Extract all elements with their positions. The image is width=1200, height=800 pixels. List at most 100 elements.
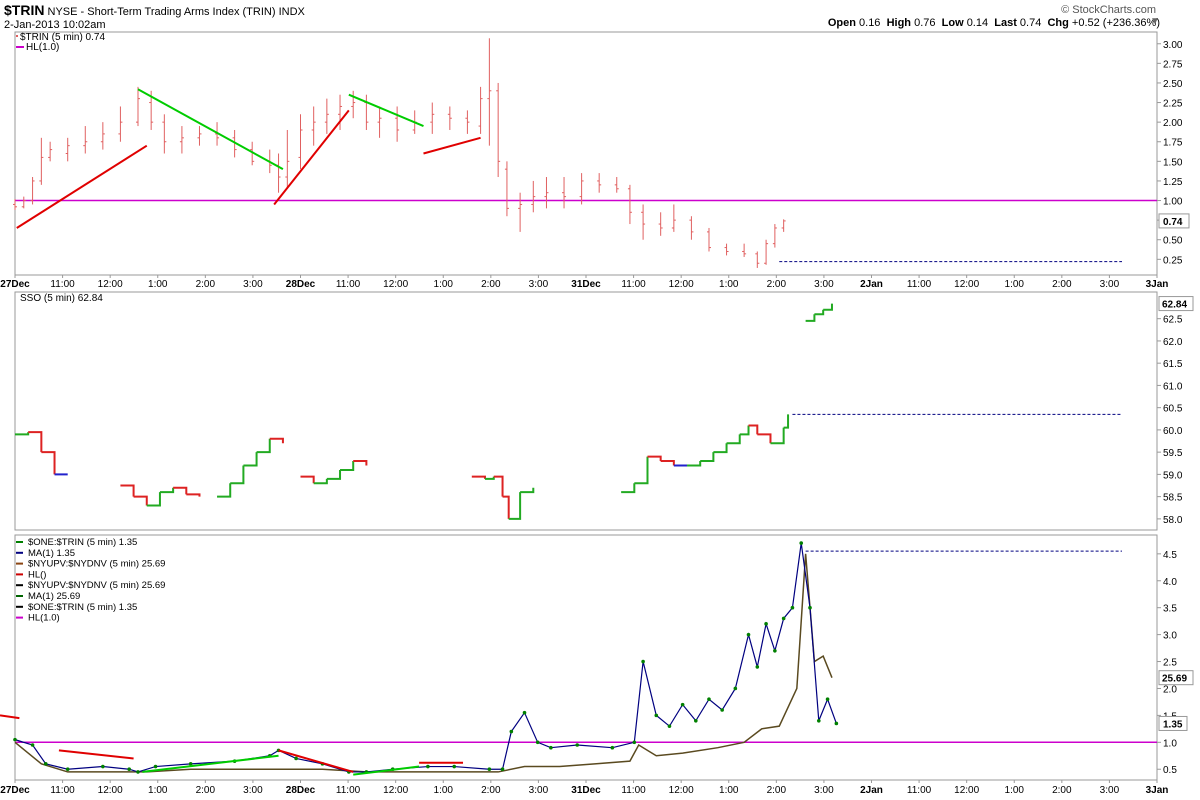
panel-bottom: 0.51.01.52.02.53.03.54.04.5	[14, 534, 1177, 781]
sso-step	[471, 475, 486, 479]
y-tick-label: 2.0	[1163, 684, 1177, 695]
legend-swatch	[16, 595, 23, 597]
sso-step	[159, 487, 175, 494]
ohlc-bar	[742, 243, 747, 257]
y-tick-label: 62.0	[1163, 337, 1183, 348]
panel-frame	[14, 31, 1158, 276]
ohlc-bar	[21, 196, 26, 209]
sso-legend: SSO (5 min) 62.84	[20, 293, 103, 304]
series-point	[136, 770, 140, 774]
ohlc-bar	[641, 204, 646, 240]
y-tick-label: 61.5	[1163, 359, 1183, 370]
series-point	[707, 697, 711, 702]
ohlc-bar	[531, 180, 536, 213]
x-tick-label: 11:00	[907, 279, 932, 290]
series-point	[667, 724, 672, 728]
sso-step	[230, 465, 245, 485]
sso-step	[687, 461, 702, 467]
sso-step	[805, 314, 816, 322]
ohlc-bar	[658, 212, 663, 236]
last-value-box	[1158, 715, 1188, 731]
last-value-label: 62.84	[1162, 300, 1187, 311]
series-point	[535, 740, 540, 745]
sso-step	[493, 475, 504, 497]
ohlc-bar	[364, 94, 369, 130]
x-tick-label: 28Dec	[286, 785, 316, 796]
series-point	[101, 764, 105, 769]
x-tick-label: 1:00	[1005, 785, 1025, 796]
x-tick-label: 2Jan	[860, 785, 883, 796]
last-value-box	[1158, 296, 1194, 312]
x-tick-label: 3:00	[814, 279, 834, 290]
x-tick-label: 2:00	[1052, 785, 1072, 796]
x-tick-label: 27Dec	[0, 279, 30, 290]
legend-swatch	[16, 541, 23, 543]
high-value: 0.76	[914, 17, 936, 29]
ohlc-bar	[285, 129, 290, 189]
last-value-label: 0.74	[1163, 217, 1183, 228]
y-tick-label: 0.25	[1163, 255, 1183, 266]
ohlc-bar	[250, 141, 255, 166]
last-value-box	[1158, 670, 1194, 686]
y-tick-label: 2.25	[1163, 99, 1183, 110]
ohlc-bar	[671, 204, 676, 232]
x-tick-label: 12:00	[669, 785, 694, 796]
y-tick-label: 3.0	[1163, 631, 1177, 642]
trendline-red	[278, 749, 354, 773]
sso-step	[634, 456, 649, 485]
series-point	[680, 702, 685, 707]
ohlc-bar	[338, 94, 343, 130]
series-line-one-over-trin	[14, 542, 837, 773]
sso-step	[502, 495, 510, 519]
ohlc-bar	[755, 251, 760, 268]
x-tick-label: 2Jan	[860, 279, 883, 290]
series-point	[825, 697, 830, 702]
chevron-down-icon[interactable]: ▼	[1150, 16, 1160, 27]
legend-entry: HL()	[28, 569, 46, 580]
series-point	[294, 756, 298, 761]
ohlc-bar	[772, 224, 777, 248]
sso-step	[313, 478, 328, 485]
last-label: Last	[994, 17, 1017, 29]
legend-entry: $NYUPV:$NYDNV (5 min) 25.69	[28, 559, 165, 570]
sso-step	[783, 414, 790, 429]
x-tick-label: 11:00	[621, 785, 646, 796]
sso-step	[770, 427, 785, 445]
series-point	[773, 648, 777, 653]
series-point	[764, 622, 768, 626]
x-tick-label: 11:00	[50, 785, 75, 796]
x-tick-label: 12:00	[954, 279, 979, 290]
sso-step	[520, 487, 535, 494]
series-point	[746, 632, 751, 637]
y-tick-label: 1.50	[1163, 157, 1183, 168]
y-tick-label: 2.5	[1163, 658, 1177, 669]
series-point	[799, 541, 804, 545]
trendline-green	[142, 754, 279, 773]
series-point	[808, 605, 812, 610]
x-tick-label: 1:00	[148, 279, 168, 290]
series-point	[733, 686, 738, 691]
chart-datetime: 2-Jan-2013 10:02am	[4, 19, 106, 31]
legend-entry: HL(1.0)	[28, 613, 60, 624]
series-point	[654, 713, 659, 718]
x-tick-label: 3:00	[243, 279, 263, 290]
series-point	[641, 659, 645, 664]
sso-step	[484, 476, 495, 480]
ohlc-bar	[496, 82, 501, 178]
ohlc-bar	[614, 177, 619, 193]
y-tick-label: 2.50	[1163, 79, 1183, 90]
sso-step	[823, 303, 833, 311]
y-tick-label: 1.25	[1163, 177, 1183, 188]
x-tick-label: 3:00	[529, 785, 549, 796]
y-tick-label: 1.75	[1163, 138, 1183, 149]
series-point	[153, 764, 158, 769]
watermark: © StockCharts.com	[1061, 4, 1156, 16]
sso-step	[647, 455, 662, 462]
series-point	[549, 745, 553, 750]
trendline-red	[16, 144, 148, 229]
y-tick-label: 60.5	[1163, 404, 1183, 415]
sso-step	[28, 431, 43, 453]
y-tick-label: 60.0	[1163, 426, 1183, 437]
series-point	[816, 718, 821, 723]
